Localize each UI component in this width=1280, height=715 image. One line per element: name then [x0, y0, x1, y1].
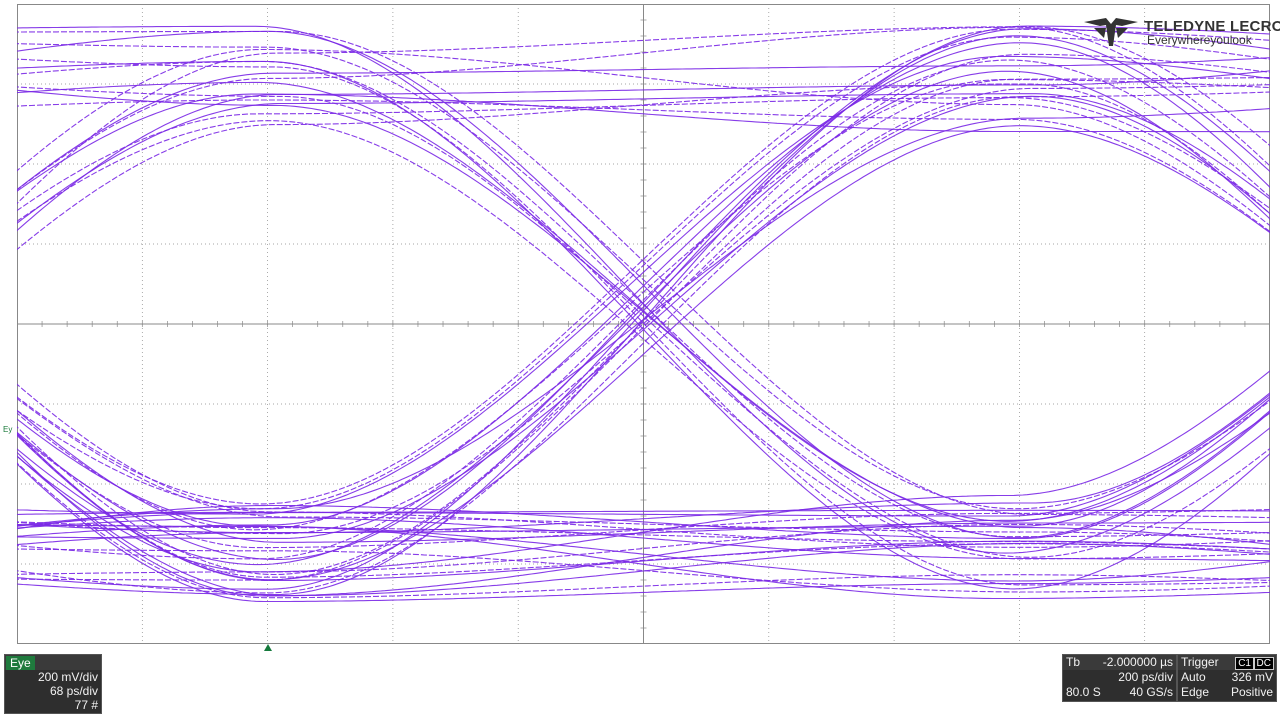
eye-count: 77 #: [74, 698, 98, 712]
trigger-mode: Auto: [1181, 670, 1206, 684]
brand-name: TELEDYNE LECROY: [1144, 18, 1280, 35]
waveform-display[interactable]: [17, 4, 1270, 644]
brand-tagline: Everywhereyoulook: [1147, 33, 1252, 47]
lecroy-logo-icon: [1084, 18, 1138, 46]
timebase-time-per-div: 200 ps/div: [1118, 670, 1173, 684]
eye-horizontal-scale: 68 ps/div: [49, 684, 98, 698]
graticule: [17, 4, 1270, 644]
timebase-panel[interactable]: Tb -2.000000 µs 200 ps/div 80.0 S 40 GS/…: [1062, 654, 1177, 702]
channel-marker: Ey: [3, 425, 13, 434]
trigger-position-icon[interactable]: [264, 644, 272, 651]
eye-traces: [17, 25, 1270, 603]
trigger-channel-badge: C1: [1235, 657, 1254, 670]
eye-diagram-grid: [17, 4, 1270, 644]
timebase-label: Tb: [1066, 655, 1081, 669]
trigger-coupling-badge: DC: [1253, 657, 1274, 670]
eye-descriptor-panel[interactable]: Eye 200 mV/div 68 ps/div 77 #: [4, 654, 102, 714]
trigger-type: Edge: [1181, 685, 1210, 699]
timebase-sample-rate: 40 GS/s: [1129, 685, 1173, 699]
trigger-panel[interactable]: Trigger C1 DC Auto 326 mV Edge Positive: [1177, 654, 1277, 702]
teledyne-lecroy-logo: TELEDYNE LECROY Everywhereyoulook: [1082, 16, 1280, 50]
timebase-record: 80.0 S: [1066, 685, 1101, 699]
trigger-label: Trigger: [1181, 655, 1219, 669]
trigger-level: 326 mV: [1231, 670, 1273, 684]
eye-vertical-scale: 200 mV/div: [37, 670, 98, 684]
eye-tag[interactable]: Eye: [6, 656, 35, 670]
trigger-slope: Positive: [1230, 685, 1273, 699]
timebase-delay: -2.000000 µs: [1102, 655, 1173, 669]
